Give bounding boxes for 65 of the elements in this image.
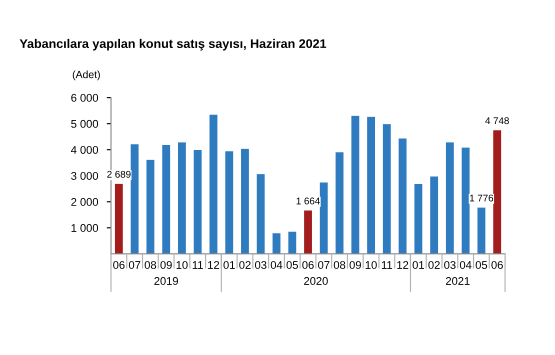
bar [398, 138, 407, 254]
bar [241, 148, 249, 254]
bar [304, 210, 312, 254]
x-tick-label: 03 [254, 261, 266, 269]
x-tick-label: 02 [428, 261, 440, 269]
x-tick-label: 12 [208, 261, 220, 269]
bar [382, 124, 391, 254]
x-tick-label: 07 [128, 261, 140, 269]
bar [146, 160, 154, 254]
x-tick-label: 04 [460, 261, 472, 269]
data-label: 1 776 [470, 194, 494, 202]
x-tick-label: 06 [302, 261, 314, 269]
x-tick-label: 08 [334, 261, 346, 269]
bar [178, 142, 186, 254]
text: 2020 [304, 277, 328, 285]
x-tick-label: 11 [382, 261, 392, 269]
bar [194, 150, 202, 254]
x-tick-label: 06 [491, 261, 503, 269]
data-label: 2 689 [107, 170, 131, 178]
x-tick-label: 03 [444, 261, 456, 269]
bar [225, 151, 234, 254]
x-tick-label: 05 [476, 261, 488, 269]
data-label: 1 664 [296, 198, 320, 204]
bar [493, 130, 502, 254]
bar [462, 148, 470, 254]
bar [320, 182, 328, 254]
x-tick-label: 07 [318, 261, 330, 269]
x-tick-label: 12 [397, 261, 408, 269]
bar [446, 142, 454, 254]
y-tick-label: 1 000 [72, 224, 98, 232]
y-tick-label: 2 000 [71, 198, 98, 206]
y-tick-label: 4 000 [70, 146, 98, 154]
text: 2021 [446, 277, 470, 285]
x-tick-label: 09 [350, 261, 361, 269]
x-tick-label: 05 [286, 261, 298, 269]
x-tick-label: 06 [113, 261, 125, 269]
bar [162, 145, 170, 254]
bar [367, 116, 376, 254]
bar [272, 233, 280, 254]
text: 2019 [154, 277, 178, 285]
bar [430, 176, 438, 254]
y-axis-title: (Adet) [72, 70, 100, 80]
bar [256, 174, 265, 254]
x-tick-label: 10 [366, 261, 377, 269]
y-tick-label: 5 000 [71, 120, 98, 128]
x-tick-label: 09 [160, 261, 172, 269]
y-tick-label: 3 000 [71, 172, 98, 180]
x-tick-label: 02 [239, 261, 251, 269]
bar [130, 144, 139, 254]
bar [336, 152, 344, 254]
x-tick-label: 04 [270, 261, 282, 269]
data-label: 4 748 [485, 117, 509, 124]
bar [210, 114, 218, 254]
x-tick-label: 11 [192, 261, 203, 269]
bar [477, 208, 486, 254]
bar [288, 232, 296, 254]
x-tick-label: 01 [223, 261, 235, 269]
x-tick-label: 08 [144, 261, 156, 269]
x-tick-label: 10 [176, 261, 188, 269]
y-tick-label: 6 000 [71, 94, 98, 102]
bar [114, 184, 123, 254]
bar [351, 116, 360, 254]
x-tick-label: 01 [412, 261, 424, 269]
chart-title: Yabancılara yapılan konut satış sayısı, Haziran 2021 [20, 38, 326, 51]
bar [414, 184, 422, 254]
